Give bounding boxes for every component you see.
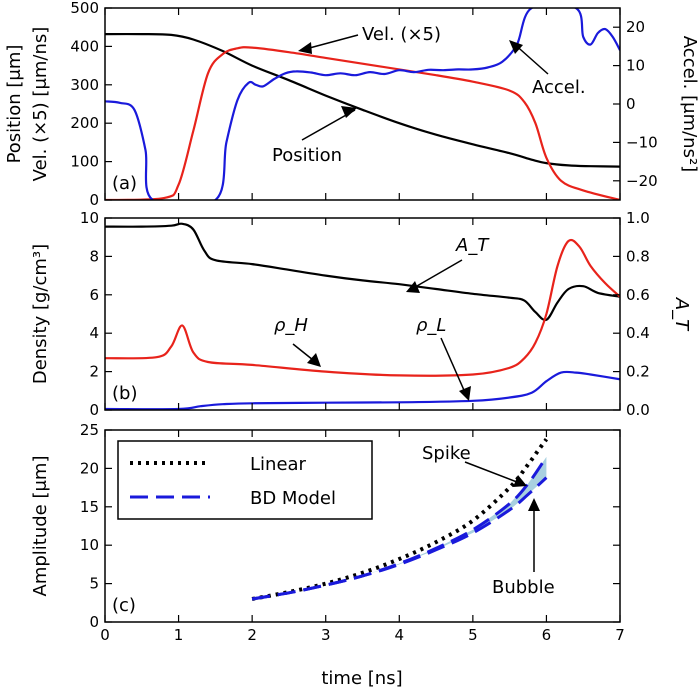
legend-bd-label: BD Model (250, 488, 336, 509)
panel-c-frame (104, 429, 621, 623)
panel-a-series-1-red-line (105, 46, 620, 200)
x-tick-label: 7 (615, 626, 625, 644)
annotation-rho-l: ρ_L (416, 315, 446, 336)
x-tick-label: 5 (468, 626, 478, 644)
panel-c-ytick-left-label: 15 (80, 498, 99, 516)
panel-c-label: (c) (112, 595, 136, 616)
arrow-spike-head (513, 475, 527, 487)
annotation-vel: Vel. (×5) (362, 24, 441, 45)
panel-b: 0 2 4 6 8 10 0.0 0.2 0.4 0.6 0.8 1.0 Density [g/cm³… (30, 209, 692, 419)
panel-b-series-2-blue-line (105, 370, 620, 410)
arrow-rho-l-head (459, 386, 471, 401)
x-tick-label: 1 (174, 626, 184, 644)
panel-b-series-1-red-line (105, 238, 620, 377)
panel-b-ytick-right-label: 0.8 (626, 247, 650, 265)
arrow-spike (464, 461, 523, 485)
arrow-rho-h-head (307, 353, 321, 367)
arrow-position-head (341, 106, 357, 118)
arrow-accel-head (509, 40, 523, 54)
panel-c-plot (251, 438, 549, 601)
arrow-rho-l (440, 337, 468, 398)
panel-b-ytick-left-label: 2 (89, 363, 99, 381)
panel-a-ytick-right-label: −10 (626, 133, 658, 151)
arrow-at-head (406, 281, 420, 293)
panel-a: 0 100 200 300 400 500 −20 −10 0 10 20 Position [μm… (4, 0, 700, 209)
panel-a-series-2-blue-line (105, 8, 620, 200)
annotation-rho-h: ρ_H (274, 315, 308, 336)
panel-a-ytick-left-label: 200 (70, 114, 99, 132)
panel-c-series-2-blue-line (251, 456, 548, 601)
x-tick-label: 4 (395, 626, 405, 644)
panel-c-ytick-left-label: 25 (80, 421, 99, 439)
panel-c-ytick-left-label: 0 (89, 613, 99, 631)
annotation-bubble: Bubble (492, 577, 555, 598)
panel-a-label: (a) (112, 173, 137, 194)
panel-b-ytick-left-label: 0 (89, 401, 99, 419)
x-tick-label: 3 (321, 626, 331, 644)
x-tick-label: 6 (542, 626, 552, 644)
panel-a-ytick-left-label: 500 (70, 0, 99, 17)
panel-c-ytick-left-label: 20 (80, 459, 99, 477)
panel-b-ylabel-at: A_T (671, 297, 692, 332)
legend-box (117, 440, 373, 520)
panel-b-ytick-left-label: 10 (80, 209, 99, 227)
panel-a-plot (105, 8, 620, 200)
panel-c-ylabel: Amplitude [μm] (30, 456, 51, 597)
panel-b-ylabel-density: Density [g/cm³] (30, 244, 51, 384)
x-tick-label: 0 (100, 626, 110, 644)
panel-b-ytick-right-label: 0.6 (626, 286, 650, 304)
legend: Linear BD Model (117, 440, 373, 520)
panel-b-frame (104, 217, 621, 411)
panel-b-ytick-left-label: 8 (89, 247, 99, 265)
panel-b-ytick-left-label: 6 (89, 286, 99, 304)
panel-a-ylabel-accel: Accel. [μm/ns²] (679, 36, 700, 172)
arrow-at (409, 259, 463, 291)
arrow-vel-head (298, 42, 312, 54)
panel-a-ytick-left-label: 300 (70, 76, 99, 94)
panel-a-ytick-right-label: −20 (626, 172, 658, 190)
panel-a-ytick-right-label: 10 (626, 57, 645, 75)
panel-a-ytick-right-label: 0 (626, 95, 636, 113)
panel-b-label: (b) (112, 383, 137, 404)
panel-b-ytick-left-label: 4 (89, 324, 99, 342)
panel-a-ylabel-velocity: Vel. (×5) [μm/ns] (30, 27, 51, 182)
panel-c: 0 1 2 3 4 5 6 7 0 5 10 15 20 25 Amplitude [μm] (c) Li… (30, 421, 625, 644)
annotation-spike: Spike (422, 443, 471, 464)
panel-a-ylabel-position: Position [μm] (4, 45, 25, 164)
x-axis-label: time [ns] (321, 668, 402, 689)
panel-b-ytick-right-label: 0.4 (626, 324, 650, 342)
panel-a-ytick-left-label: 400 (70, 37, 99, 55)
panel-b-plot (105, 222, 620, 410)
legend-linear-label: Linear (250, 454, 307, 475)
panel-a-ytick-left-label: 0 (89, 191, 99, 209)
annotation-accel: Accel. (532, 77, 586, 98)
panel-a-ytick-right-label: 20 (626, 18, 645, 36)
panel-c-ytick-left-label: 5 (89, 575, 99, 593)
panel-a-ytick-left-label: 100 (70, 153, 99, 171)
panel-b-series-0-black-line (105, 222, 620, 322)
annotation-position: Position (272, 145, 342, 166)
arrow-bubble-head (528, 498, 540, 511)
panel-c-ytick-left-label: 10 (80, 536, 99, 554)
panel-b-ytick-right-label: 0.2 (626, 363, 650, 381)
panel-b-ytick-right-label: 0.0 (626, 401, 650, 419)
annotation-at: A_T (455, 235, 490, 256)
panel-b-ytick-right-label: 1.0 (626, 209, 650, 227)
x-tick-label: 2 (247, 626, 257, 644)
